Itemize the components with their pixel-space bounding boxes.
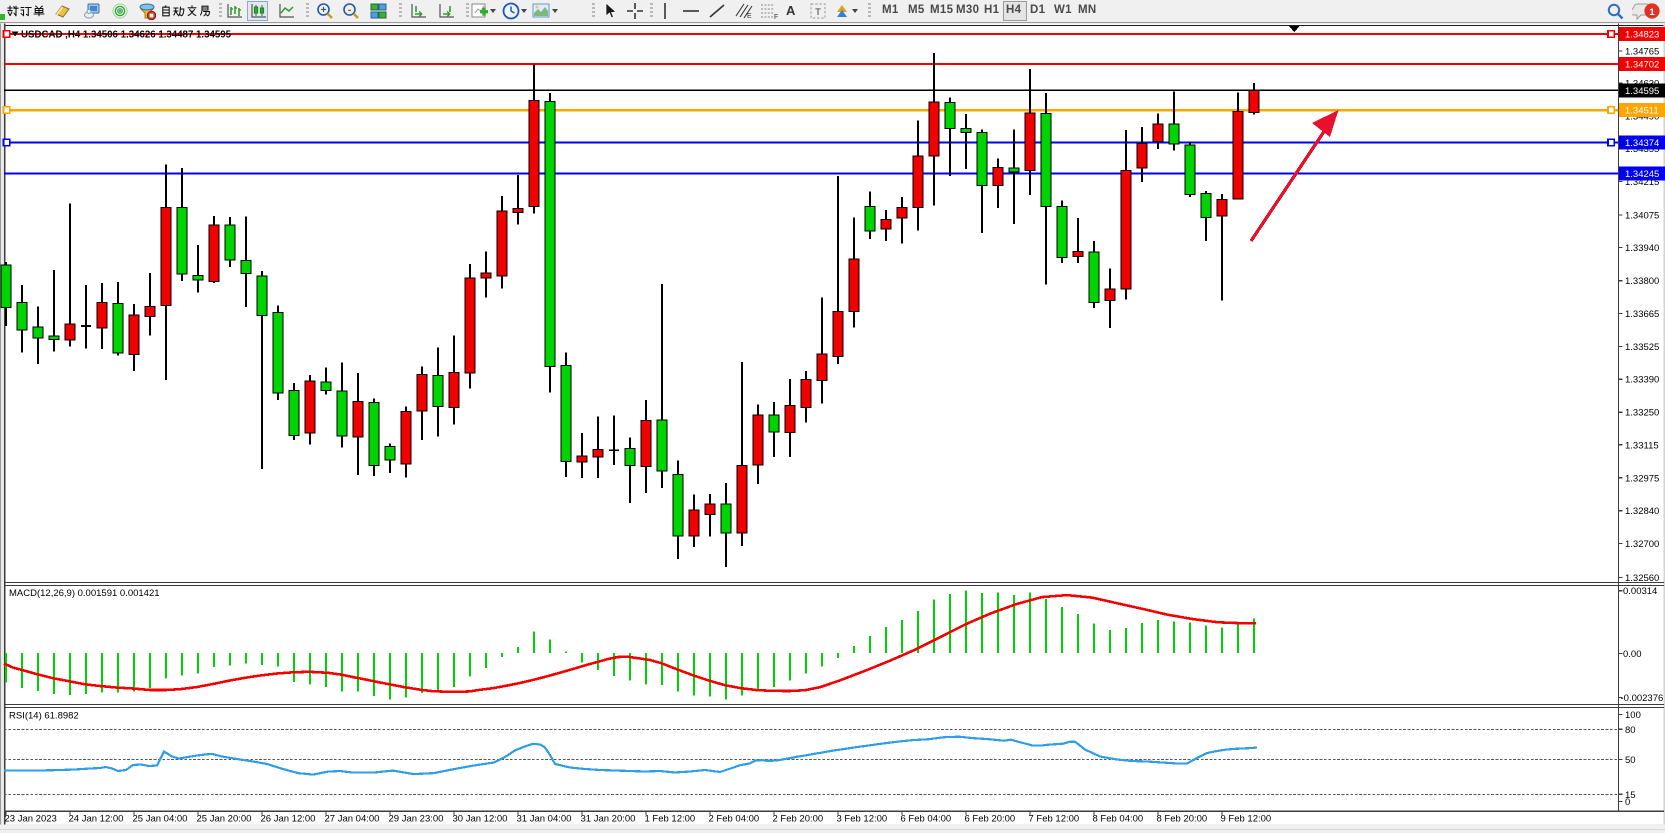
svg-text:+: + xyxy=(321,5,327,16)
svg-text:1.34075: 1.34075 xyxy=(1625,210,1659,221)
svg-text:7 Feb 12:00: 7 Feb 12:00 xyxy=(1029,814,1080,825)
svg-text:80: 80 xyxy=(1625,725,1636,736)
svg-text:100: 100 xyxy=(1625,710,1641,721)
svg-text:1 Feb 12:00: 1 Feb 12:00 xyxy=(645,814,696,825)
svg-text:1.33250: 1.33250 xyxy=(1625,408,1659,419)
svg-text:1.34823: 1.34823 xyxy=(1625,30,1659,41)
svg-text:1.34245: 1.34245 xyxy=(1625,169,1659,180)
svg-text:8 Feb 20:00: 8 Feb 20:00 xyxy=(1157,814,1208,825)
svg-text:27 Jan 04:00: 27 Jan 04:00 xyxy=(325,814,380,825)
svg-text:1.33665: 1.33665 xyxy=(1625,309,1659,320)
svg-text:31 Jan 20:00: 31 Jan 20:00 xyxy=(581,814,636,825)
svg-text:1.33525: 1.33525 xyxy=(1625,342,1659,353)
svg-text:24 Jan 12:00: 24 Jan 12:00 xyxy=(69,814,124,825)
svg-text:25 Jan 20:00: 25 Jan 20:00 xyxy=(197,814,252,825)
svg-text:1.32560: 1.32560 xyxy=(1625,573,1659,584)
svg-text:1.34765: 1.34765 xyxy=(1625,47,1659,58)
svg-text:-0.002376: -0.002376 xyxy=(1621,693,1664,704)
svg-text:8 Feb 04:00: 8 Feb 04:00 xyxy=(1093,814,1144,825)
svg-text:1.33800: 1.33800 xyxy=(1625,276,1659,287)
svg-text:6 Feb 04:00: 6 Feb 04:00 xyxy=(901,814,952,825)
svg-text:6 Feb 20:00: 6 Feb 20:00 xyxy=(965,814,1016,825)
svg-text:1.32700: 1.32700 xyxy=(1625,539,1659,550)
svg-text:1.34511: 1.34511 xyxy=(1625,106,1659,117)
svg-text:25 Jan 04:00: 25 Jan 04:00 xyxy=(133,814,188,825)
svg-text:RSI(14) 61.8982: RSI(14) 61.8982 xyxy=(9,711,79,722)
svg-text:MACD(12,26,9) 0.001591 0.00142: MACD(12,26,9) 0.001591 0.001421 xyxy=(9,588,160,599)
svg-text:29 Jan 23:00: 29 Jan 23:00 xyxy=(389,814,444,825)
svg-text:30 Jan 12:00: 30 Jan 12:00 xyxy=(453,814,508,825)
svg-text:E: E xyxy=(747,13,752,20)
svg-text:USDCAD ,H4 1.34506 1.34626 1.: USDCAD ,H4 1.34506 1.34626 1.34487 1.345… xyxy=(21,30,232,41)
svg-text:1.34702: 1.34702 xyxy=(1625,60,1659,71)
svg-text:0.00: 0.00 xyxy=(1623,649,1642,660)
svg-text:1.32840: 1.32840 xyxy=(1625,506,1659,517)
svg-text:1.34595: 1.34595 xyxy=(1625,86,1659,97)
svg-text:0: 0 xyxy=(1625,797,1630,808)
svg-text:2 Feb 04:00: 2 Feb 04:00 xyxy=(709,814,760,825)
svg-text:23 Jan 2023: 23 Jan 2023 xyxy=(5,814,57,825)
svg-text:50: 50 xyxy=(1625,755,1636,766)
svg-text:31 Jan 04:00: 31 Jan 04:00 xyxy=(517,814,572,825)
svg-text:F: F xyxy=(774,14,778,20)
svg-text:26 Jan 12:00: 26 Jan 12:00 xyxy=(261,814,316,825)
svg-text:1.33390: 1.33390 xyxy=(1625,375,1659,386)
svg-text:1.34215: 1.34215 xyxy=(1625,177,1659,188)
svg-text:1.33115: 1.33115 xyxy=(1625,440,1659,451)
svg-text:15: 15 xyxy=(1625,790,1636,801)
svg-text:0.00314: 0.00314 xyxy=(1623,586,1657,597)
svg-text:-: - xyxy=(348,5,351,16)
svg-text:T: T xyxy=(815,7,821,18)
svg-text:3 Feb 12:00: 3 Feb 12:00 xyxy=(837,814,888,825)
svg-text:1.34374: 1.34374 xyxy=(1625,138,1659,149)
svg-text:9 Feb 12:00: 9 Feb 12:00 xyxy=(1221,814,1272,825)
svg-text:1: 1 xyxy=(1649,7,1655,18)
svg-text:1.33940: 1.33940 xyxy=(1625,243,1659,254)
svg-text:1.32975: 1.32975 xyxy=(1625,473,1659,484)
svg-text:2 Feb 20:00: 2 Feb 20:00 xyxy=(773,814,824,825)
